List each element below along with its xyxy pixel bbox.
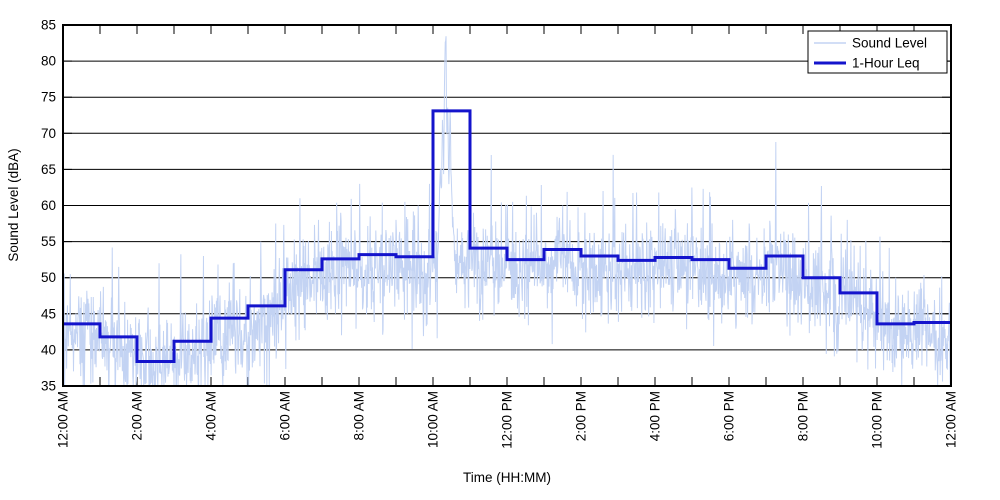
y-tick-label: 75 bbox=[41, 90, 56, 105]
y-tick-label: 65 bbox=[41, 162, 56, 177]
y-tick-label: 45 bbox=[41, 306, 56, 321]
x-tick-label: 12:00 AM bbox=[56, 391, 71, 448]
legend-leq-label: 1-Hour Leq bbox=[852, 56, 920, 71]
x-tick-label: 2:00 PM bbox=[574, 391, 589, 441]
y-axis-title: Sound Level (dBA) bbox=[6, 148, 21, 261]
x-tick-label: 6:00 PM bbox=[722, 391, 737, 441]
legend-box bbox=[807, 30, 948, 74]
x-tick-label: 8:00 PM bbox=[796, 391, 811, 441]
y-tick-label: 80 bbox=[41, 54, 56, 69]
x-tick-label: 2:00 AM bbox=[130, 391, 145, 441]
y-tick-label: 35 bbox=[41, 379, 56, 394]
y-tick-label: 60 bbox=[41, 198, 56, 213]
y-tick-label: 50 bbox=[41, 270, 56, 285]
y-tick-label: 70 bbox=[41, 126, 56, 141]
x-tick-label: 4:00 AM bbox=[204, 391, 219, 441]
y-tick-label: 40 bbox=[41, 342, 56, 357]
x-tick-label: 12:00 AM bbox=[944, 391, 959, 448]
x-tick-label: 6:00 AM bbox=[278, 391, 293, 441]
sound-level-trace bbox=[64, 36, 950, 385]
x-tick-label: 8:00 AM bbox=[352, 391, 367, 441]
legend: Sound Level 1-Hour Leq bbox=[807, 30, 948, 74]
tick-label-layer: 35 40 45 50 55 60 65 70 75 80 85 12:00 AM 2:00 AM 4:0… bbox=[41, 18, 959, 449]
series-layer bbox=[64, 36, 950, 385]
x-axis-title: Time (HH:MM) bbox=[463, 470, 551, 485]
plot-border bbox=[62, 24, 952, 387]
x-tick-label: 4:00 PM bbox=[648, 391, 663, 441]
legend-sound-level-label: Sound Level bbox=[852, 36, 927, 51]
x-tick-label: 10:00 PM bbox=[870, 391, 885, 449]
y-tick-label: 55 bbox=[41, 234, 56, 249]
x-tick-label: 12:00 PM bbox=[500, 391, 515, 449]
y-tick-label: 85 bbox=[41, 18, 56, 33]
leq-step-line bbox=[64, 109, 950, 363]
x-tick-label: 10:00 AM bbox=[426, 391, 441, 448]
